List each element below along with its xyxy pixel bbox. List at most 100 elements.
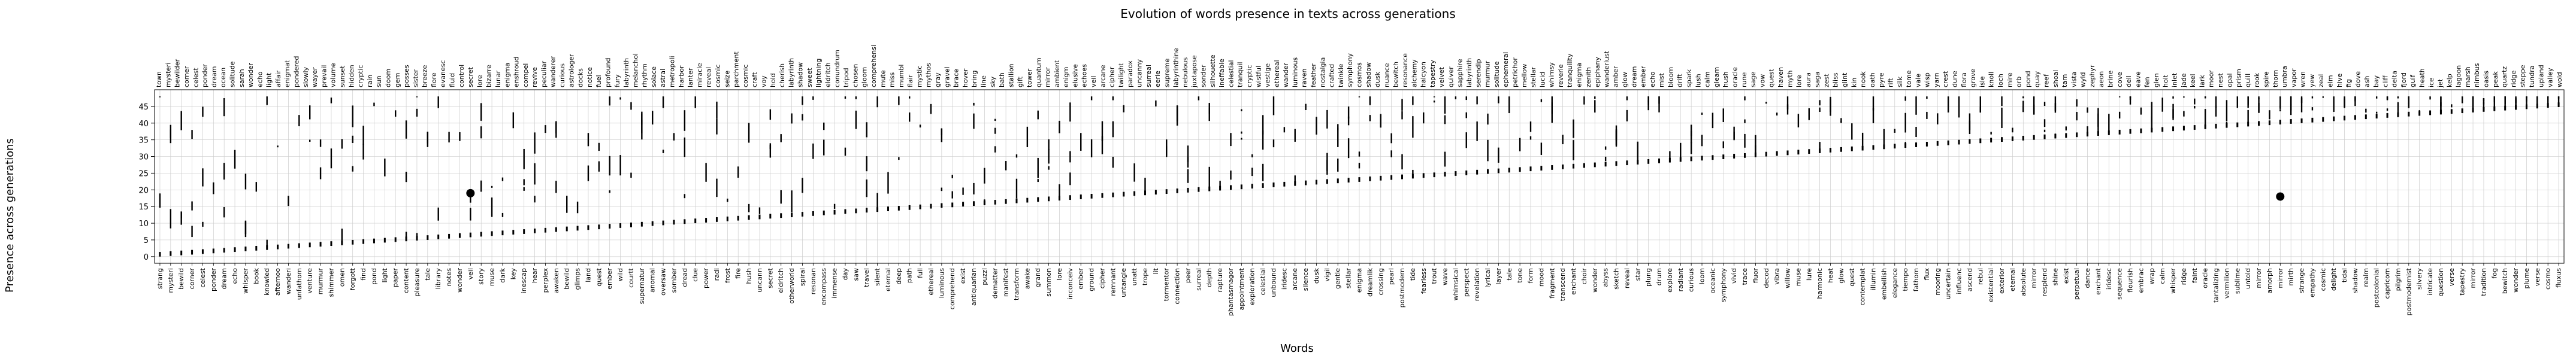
top-tick-label: wren xyxy=(2299,71,2307,87)
presence-bar xyxy=(448,233,451,239)
x-tick-label: transcend xyxy=(1559,268,1567,301)
x-tick-label: enigma xyxy=(1356,268,1363,293)
x-tick-label: dread xyxy=(681,268,688,287)
top-tick-label: pond xyxy=(2024,71,2032,87)
presence-bar xyxy=(1240,184,1242,190)
presence-bar xyxy=(566,226,568,232)
presence-bar xyxy=(1058,196,1060,201)
top-tick-label: evanesc xyxy=(439,60,447,87)
presence-bar xyxy=(2268,120,2270,126)
presence-bar xyxy=(897,206,900,211)
top-tick-label: comprehensi xyxy=(870,45,878,87)
x-tick-label: mirror xyxy=(2469,268,2477,288)
presence-bar xyxy=(2043,119,2046,127)
presence-bar xyxy=(705,218,708,223)
top-tick-label: cove xyxy=(2116,72,2124,87)
presence-bar xyxy=(1497,168,1499,174)
x-tick-label: tiempo xyxy=(1901,268,1909,291)
x-tick-label: trope xyxy=(1141,268,1149,285)
x-tick-label: spiral xyxy=(799,268,806,286)
top-tick-label: melanchol xyxy=(631,53,639,87)
presence-bar xyxy=(1904,143,1907,148)
presence-bar xyxy=(1380,114,1381,128)
presence-bar xyxy=(1583,96,1585,105)
presence-bar xyxy=(1733,126,1735,141)
presence-bar xyxy=(244,247,247,251)
x-tick-label: silent xyxy=(873,267,881,286)
presence-bar xyxy=(545,125,546,133)
x-tick-label: postcolonial xyxy=(2373,268,2381,308)
presence-bar xyxy=(170,251,172,256)
presence-bar xyxy=(501,177,504,181)
presence-bar xyxy=(459,132,461,141)
top-tick-label: wyld xyxy=(2079,72,2087,87)
presence-bar xyxy=(1026,126,1029,147)
presence-bar xyxy=(1251,168,1253,177)
top-tick-label: aura xyxy=(1804,72,1812,87)
presence-bar xyxy=(769,145,772,149)
top-tick-label: ponder xyxy=(201,64,209,87)
presence-bar xyxy=(833,203,836,209)
x-tick-label: lure xyxy=(1805,268,1813,281)
presence-bar xyxy=(2215,105,2217,117)
presence-bar xyxy=(1915,96,1917,115)
top-tick-label: wander xyxy=(1282,63,1290,87)
x-tick-label: pleasure xyxy=(413,268,421,297)
presence-bar xyxy=(1401,154,1403,170)
presence-bar xyxy=(1529,166,1532,172)
presence-bar xyxy=(362,239,365,244)
x-tick-label: contemplat xyxy=(1859,267,1867,305)
x-tick-label: grand xyxy=(1034,268,1042,287)
presence-bar xyxy=(352,239,354,245)
top-tick-label: sunset xyxy=(338,65,346,87)
x-tick-label: day xyxy=(841,268,849,281)
presence-bar xyxy=(469,232,471,238)
presence-bar xyxy=(2182,126,2185,131)
top-tick-label: prevail xyxy=(320,65,328,87)
presence-bar xyxy=(1776,112,1778,116)
top-tick-label: craft xyxy=(751,72,758,87)
top-tick-label: jet xyxy=(2436,78,2444,88)
x-tick-label: power xyxy=(702,268,710,288)
x-tick-label: celest xyxy=(199,267,207,287)
presence-bar xyxy=(951,202,954,208)
presence-bar xyxy=(2279,120,2281,124)
presence-bar xyxy=(2172,96,2174,99)
presence-bar xyxy=(802,114,803,121)
top-tick-label: flair xyxy=(906,74,914,87)
top-tick-label: solitude xyxy=(228,61,236,87)
top-tick-label: nook xyxy=(1860,71,1867,87)
top-tick-label: hold xyxy=(769,73,777,87)
presence-bar xyxy=(748,123,750,143)
presence-bar xyxy=(1326,179,1328,184)
presence-bar xyxy=(1433,172,1435,178)
x-tick-label: comprehend xyxy=(948,268,956,309)
presence-bar xyxy=(908,205,911,210)
x-tick-label: transform xyxy=(1012,268,1020,300)
y-tick-label: 5 xyxy=(144,236,149,245)
presence-bar xyxy=(1208,107,1210,121)
top-tick-label: labyrinth xyxy=(1465,58,1473,87)
presence-bar xyxy=(673,220,675,225)
x-tick-label: celestial xyxy=(1259,268,1267,296)
presence-bar xyxy=(2526,96,2527,102)
presence-bar xyxy=(298,243,300,248)
x-tick-label: oracle xyxy=(2202,268,2209,288)
top-tick-label: ice xyxy=(2427,78,2435,87)
x-tick-label: realm xyxy=(2362,268,2370,287)
presence-bar xyxy=(2001,107,2003,128)
presence-bar xyxy=(887,172,889,194)
presence-bar xyxy=(1551,96,1553,114)
top-tick-label: hive xyxy=(2336,73,2344,87)
x-tick-label: heat xyxy=(1827,267,1834,282)
top-tick-label: ineffable xyxy=(1218,59,1226,87)
x-tick-label: wonder xyxy=(2512,268,2520,293)
presence-bar xyxy=(652,111,654,125)
presence-bar xyxy=(1444,115,1446,124)
presence-bar xyxy=(2065,126,2067,131)
presence-bar xyxy=(191,250,193,255)
presence-bar xyxy=(2118,96,2121,98)
presence-bar xyxy=(1069,151,1071,163)
presence-bar xyxy=(2354,115,2356,120)
presence-bar xyxy=(2194,106,2196,109)
